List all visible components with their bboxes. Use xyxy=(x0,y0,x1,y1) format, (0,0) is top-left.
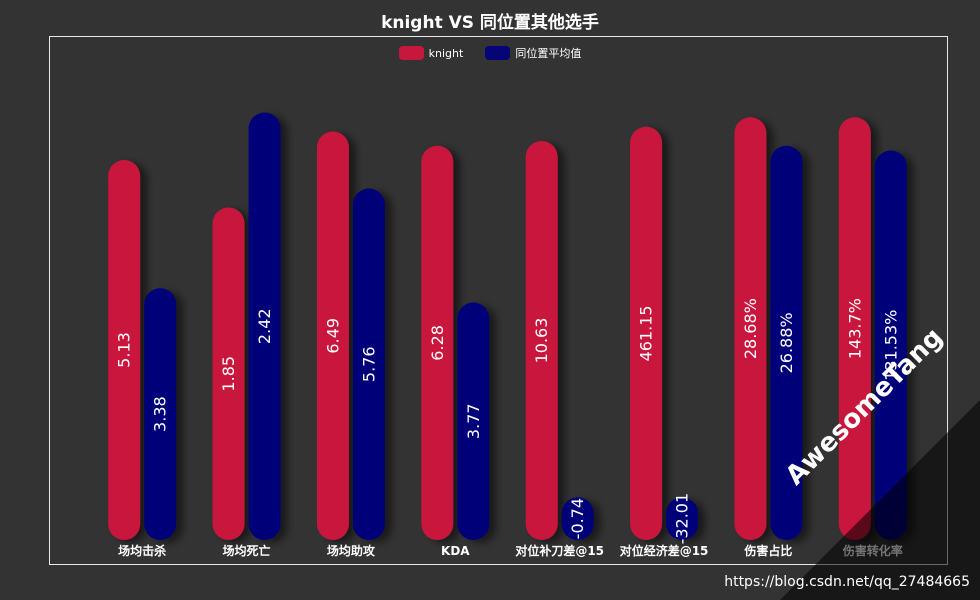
chart-title: knight VS 同位置其他选手 xyxy=(381,13,599,33)
x-tick-label-4: 对位补刀差@15 xyxy=(515,543,604,558)
bar-knight-3[interactable] xyxy=(421,145,454,540)
value-label-average-4: -0.74 xyxy=(568,498,587,539)
value-label-knight-7: 143.7% xyxy=(845,298,864,359)
bar-average-5[interactable] xyxy=(666,497,699,540)
legend-label-knight: knight xyxy=(428,46,464,60)
value-label-knight-1: 1.85 xyxy=(219,356,238,392)
bar-knight-5[interactable] xyxy=(630,126,663,540)
value-label-average-0: 3.38 xyxy=(151,396,170,432)
x-tick-label-3: KDA xyxy=(441,544,470,558)
legend-label-average: 同位置平均值 xyxy=(515,47,582,60)
source-url: https://blog.csdn.net/qq_27484665 xyxy=(724,574,970,590)
legend-swatch-average xyxy=(485,46,511,60)
bar-average-2[interactable] xyxy=(352,188,385,541)
bar-knight-2[interactable] xyxy=(316,131,349,541)
bar-average-4[interactable] xyxy=(561,497,594,540)
value-label-knight-3: 6.28 xyxy=(428,325,447,361)
value-label-average-1: 2.42 xyxy=(255,308,274,344)
value-label-average-7: 131.53% xyxy=(881,310,900,381)
legend-item-knight[interactable]: knight xyxy=(398,45,464,61)
bar-knight-1[interactable] xyxy=(212,207,245,541)
value-labels-layer: 5.13 3.38 1.85 2.42 6.49 5.76 6.28 3.77 10.63 -0.… xyxy=(115,298,901,544)
value-label-average-2: 5.76 xyxy=(359,346,378,382)
bar-average-3[interactable] xyxy=(457,302,490,541)
value-label-average-5: -32.01 xyxy=(673,493,692,545)
bars-layer xyxy=(108,112,907,541)
x-tick-label-2: 场均助攻 xyxy=(327,543,376,558)
x-axis-labels: 场均击杀 场均死亡 场均助攻 KDA 对位补刀差@15 对位经济差@15 伤害占比 伤害转化率 xyxy=(118,543,903,558)
value-label-knight-0: 5.13 xyxy=(115,332,134,368)
x-tick-label-6: 伤害占比 xyxy=(743,543,792,558)
plot-frame xyxy=(49,36,948,565)
x-tick-label-5: 对位经济差@15 xyxy=(620,543,709,558)
value-label-knight-4: 10.63 xyxy=(532,318,551,364)
bar-knight-4[interactable] xyxy=(525,141,558,540)
legend-swatch-knight xyxy=(398,46,424,60)
bar-average-0[interactable] xyxy=(144,288,177,540)
bar-knight-0[interactable] xyxy=(108,160,141,540)
value-label-knight-6: 28.68% xyxy=(741,298,760,359)
value-label-average-6: 26.88% xyxy=(777,312,796,373)
bar-knight-6[interactable] xyxy=(734,117,767,540)
bar-average-1[interactable] xyxy=(248,112,281,541)
value-label-average-3: 3.77 xyxy=(464,403,483,439)
legend-item-average[interactable]: 同位置平均值 xyxy=(485,45,581,61)
x-tick-label-0: 场均击杀 xyxy=(118,543,166,558)
value-label-knight-2: 6.49 xyxy=(323,318,342,354)
legend: knight 同位置平均值 xyxy=(0,45,980,61)
x-tick-label-1: 场均死亡 xyxy=(223,543,271,558)
value-label-knight-5: 461.15 xyxy=(637,305,656,361)
x-tick-label-7: 伤害转化率 xyxy=(842,543,903,558)
